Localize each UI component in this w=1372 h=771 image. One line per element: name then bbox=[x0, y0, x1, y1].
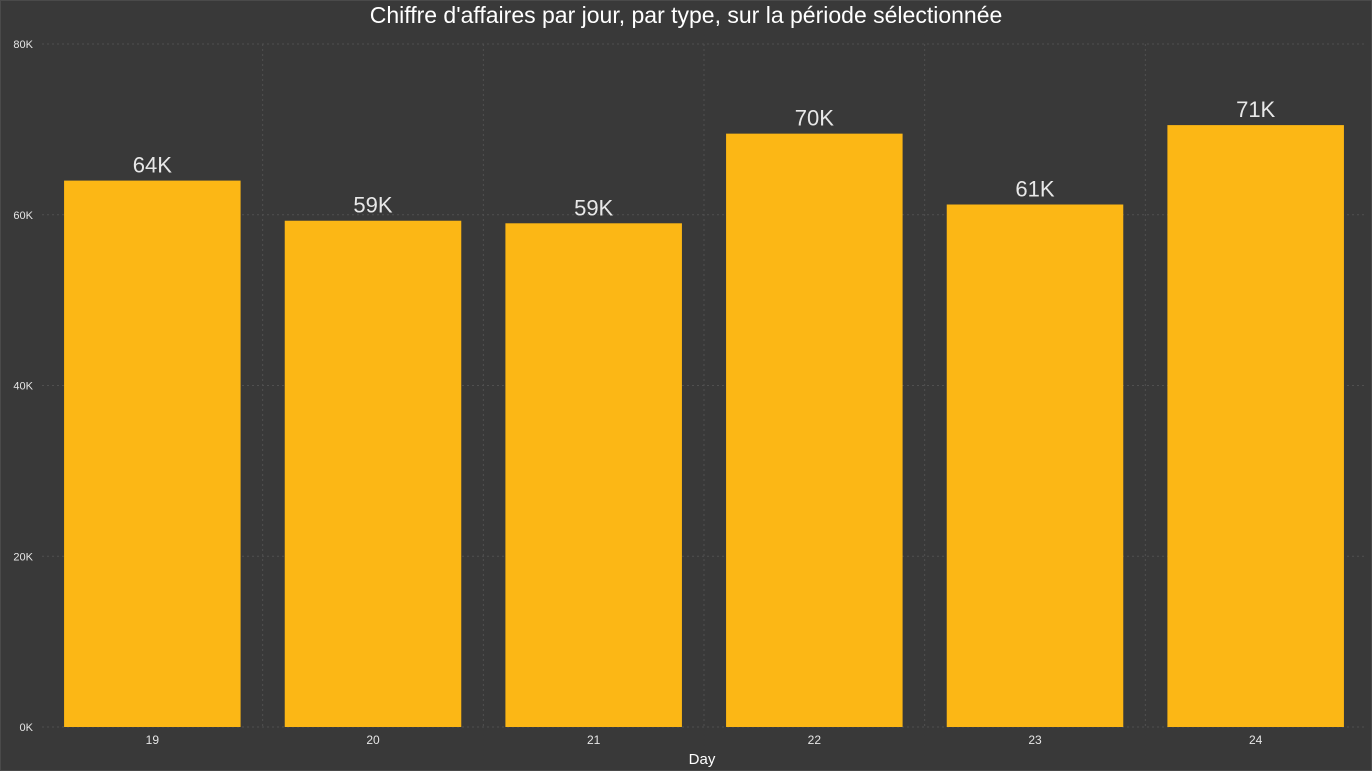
x-axis: 19 20 21 22 23 24 bbox=[146, 733, 1263, 747]
y-tick-label: 20K bbox=[13, 551, 33, 563]
bar[interactable] bbox=[946, 204, 1124, 727]
y-tick-label: 40K bbox=[13, 381, 33, 393]
bar-data-label: 64K bbox=[133, 153, 172, 178]
bar-data-label: 70K bbox=[795, 106, 834, 131]
x-tick-label: 20 bbox=[366, 733, 380, 747]
bar[interactable] bbox=[505, 223, 682, 727]
y-tick-label: 60K bbox=[13, 210, 33, 222]
y-axis: 0K 20K 40K 60K 80K bbox=[13, 39, 33, 734]
bar-data-label: 71K bbox=[1236, 97, 1275, 122]
chart-title: Chiffre d'affaires par jour, par type, s… bbox=[370, 2, 1003, 28]
bar[interactable] bbox=[726, 133, 903, 728]
bar[interactable] bbox=[64, 180, 241, 728]
bar-data-label: 59K bbox=[353, 193, 392, 218]
bar-data-label: 61K bbox=[1015, 177, 1054, 202]
x-axis-label: Day bbox=[689, 751, 716, 768]
bar[interactable] bbox=[284, 220, 462, 727]
bar[interactable] bbox=[1167, 125, 1344, 727]
gridlines bbox=[42, 43, 1366, 728]
x-tick-label: 21 bbox=[587, 733, 601, 747]
bar-data-label: 59K bbox=[574, 195, 613, 220]
x-tick-label: 19 bbox=[146, 733, 160, 747]
x-tick-label: 22 bbox=[808, 733, 822, 747]
bars: 64K 59K 59K 70K 61K 71K bbox=[64, 97, 1344, 728]
x-tick-label: 24 bbox=[1249, 733, 1263, 747]
x-tick-label: 23 bbox=[1028, 733, 1042, 747]
y-tick-label: 0K bbox=[20, 722, 34, 734]
y-tick-label: 80K bbox=[13, 39, 33, 51]
